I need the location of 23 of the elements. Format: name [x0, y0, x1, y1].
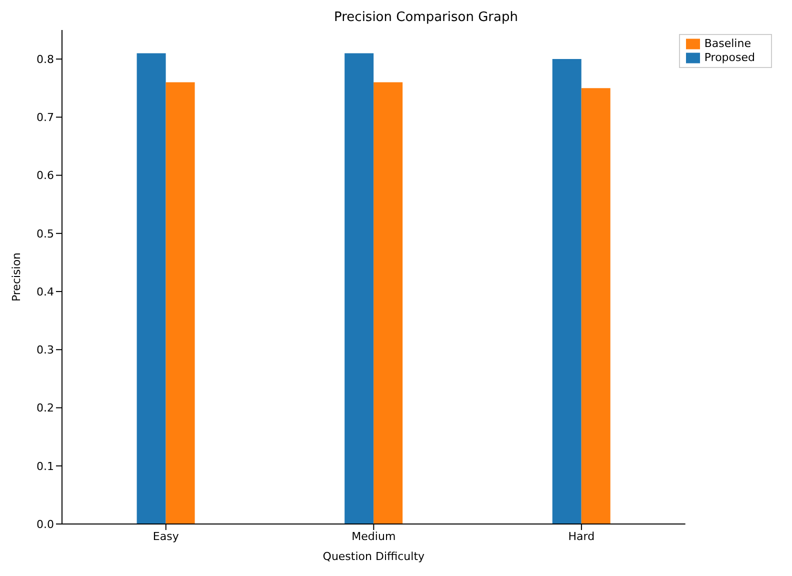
y-tick-label: 0.2: [36, 402, 54, 415]
bar: [374, 82, 403, 524]
y-tick-label: 0.7: [36, 111, 54, 124]
bar: [344, 53, 374, 524]
x-tick-label: Hard: [568, 530, 595, 543]
y-tick-label: 0.6: [36, 169, 54, 182]
y-tick-label: 0.5: [36, 227, 54, 240]
y-tick-label: 0.4: [36, 285, 54, 298]
bar: [552, 59, 582, 524]
y-tick-label: 0.8: [36, 52, 54, 66]
legend-label: Baseline: [704, 37, 751, 50]
chart-title: Precision Comparison Graph: [333, 9, 519, 27]
x-axis-title: Question Difficulty: [322, 550, 426, 563]
x-tick-label: Medium: [352, 530, 396, 543]
bar: [581, 88, 610, 524]
y-tick-label: 0.3: [36, 344, 54, 357]
legend-label: Proposed: [704, 51, 755, 64]
bar: [166, 82, 195, 524]
bar: [136, 53, 166, 524]
y-tick-label: 0.0: [36, 518, 54, 531]
x-tick-label: Easy: [152, 530, 180, 543]
y-tick-label: 0.1: [36, 460, 54, 473]
y-axis-title: Precision: [10, 252, 23, 302]
